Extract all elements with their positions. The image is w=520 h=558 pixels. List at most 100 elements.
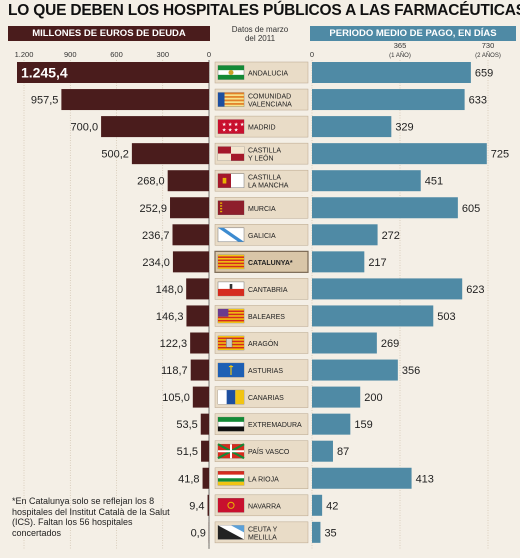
ceuta-melilla-flag: [217, 525, 245, 540]
la-rioja-flag: [217, 471, 245, 486]
cantabria-flag: [217, 281, 245, 297]
footnote: *En Catalunya solo se reflejan los 8 hos…: [12, 496, 170, 538]
debt-value-label: 118,7: [161, 365, 188, 377]
days-value-label: 633: [469, 95, 487, 107]
region-name: Y LEÓN: [248, 154, 274, 163]
chart-row: 236,7 GALICIA 272: [142, 224, 400, 246]
days-axis: 0 365 (1 AÑO) 730 (2 AÑOS): [310, 41, 501, 549]
chart-row: 146,3 BALEARES 503: [156, 305, 456, 327]
murcia-flag: [217, 200, 245, 215]
chart-row: 700,0 ★ ★ ★ ★★ ★ ★ MADRID 329: [71, 115, 414, 138]
debt-value-label: 105,0: [162, 392, 190, 404]
region-name: LA MANCHA: [248, 183, 289, 190]
days-bar: [312, 413, 351, 435]
days-value-label: 42: [326, 500, 338, 512]
castilla-mancha-flag: [217, 173, 245, 188]
debt-bar: [61, 89, 209, 111]
debt-bar: [202, 467, 209, 489]
debt-value-label: 236,7: [142, 230, 170, 242]
chart-title: LO QUE DEBEN LOS HOSPITALES PÚBLICOS A L…: [8, 2, 520, 19]
svg-text:★: ★: [228, 122, 233, 128]
chart-row: 1.245,4 ANDALUCIA 659: [17, 61, 493, 84]
days-value-label: 503: [437, 311, 455, 323]
region-name: CEUTA Y: [248, 526, 278, 533]
days-bar: [312, 521, 321, 543]
svg-text:★: ★: [234, 122, 239, 128]
debt-value-label: 500,2: [101, 149, 129, 161]
debt-value-label: 268,0: [137, 176, 165, 188]
chart-row: 105,0 CANARIAS 200: [162, 386, 383, 408]
debt-bar: [172, 224, 209, 246]
region-name: PAÍS VASCO: [248, 447, 290, 456]
region-name: CASTILLA: [248, 175, 281, 182]
days-tick-sublabel: (2 AÑOS): [475, 52, 501, 59]
pais-vasco-flag: [217, 443, 245, 460]
days-bar: [312, 332, 377, 354]
debt-bar: [190, 359, 209, 381]
castilla-leon-flag: [217, 146, 245, 161]
debt-tick-label: 600: [110, 50, 123, 59]
extremadura-flag: [217, 416, 245, 432]
days-bar: [312, 467, 412, 489]
debt-tick-label: 300: [156, 50, 169, 59]
days-tick-label: 365: [394, 41, 407, 50]
debt-value-label: 234,0: [142, 257, 170, 269]
days-value-label: 200: [364, 392, 382, 404]
chart-row: 122,3 ARAGÓN 269: [160, 332, 399, 354]
debt-value-label: 0,9: [191, 527, 206, 539]
svg-text:★: ★: [228, 128, 233, 134]
days-bar: [312, 89, 465, 111]
date-note-line1: Datos de marzo: [231, 25, 289, 34]
region-name: NAVARRA: [248, 503, 281, 510]
debt-bar: [167, 170, 209, 192]
debt-bar: [172, 251, 209, 273]
days-value-label: 605: [462, 203, 480, 215]
days-value-label: 269: [381, 338, 399, 350]
days-value-label: 659: [475, 68, 493, 80]
days-bar: [312, 62, 471, 83]
days-value-label: 356: [402, 365, 420, 377]
region-name: ASTURIAS: [248, 368, 283, 375]
region-name: MURCIA: [248, 206, 276, 213]
debt-bar: [192, 386, 209, 408]
chart-row: 41,8 LA RIOJA 413: [178, 467, 434, 489]
region-name: GALICIA: [248, 233, 276, 240]
region-name: MELILLA: [248, 534, 277, 541]
region-name: VALENCIANA: [248, 102, 292, 109]
chart-row: 53,5 EXTREMADURA 159: [176, 413, 373, 435]
days-bar: [312, 224, 378, 246]
days-bar: [312, 143, 487, 165]
region-name: EXTREMADURA: [248, 422, 302, 429]
region-name: CASTILLA: [248, 148, 281, 155]
debt-tick-label: 1.200: [15, 50, 34, 59]
region-name: BALEARES: [248, 314, 285, 321]
days-bar: [312, 197, 458, 219]
region-name: CATALUNYA*: [248, 260, 293, 267]
catalunya-flag: [217, 254, 245, 270]
galicia-flag: [217, 227, 245, 243]
debt-bar: [186, 278, 209, 300]
debt-value-label: 957,5: [31, 95, 59, 107]
navarra-flag: [217, 498, 245, 513]
days-bar: [312, 305, 434, 327]
days-value-label: 87: [337, 446, 349, 458]
debt-tick-label: 0: [207, 50, 211, 59]
debt-value-label: 122,3: [160, 338, 188, 350]
days-bar: [312, 170, 421, 192]
debt-value-label: 148,0: [156, 284, 184, 296]
region-name: ARAGÓN: [248, 339, 278, 348]
debt-value-label: 700,0: [71, 122, 99, 134]
debt-bar: [207, 494, 209, 516]
debt-bar: [131, 143, 209, 165]
debt-tick-label: 900: [64, 50, 77, 59]
canarias-flag: [217, 389, 245, 405]
andalucia-flag: [217, 65, 245, 80]
debt-value-label: 41,8: [178, 473, 199, 485]
days-panel-header: PERIODO MEDIO DE PAGO, EN DÍAS: [310, 26, 516, 41]
debt-bar: [17, 62, 209, 83]
valencia-flag: [217, 92, 245, 107]
region-name: ANDALUCIA: [248, 71, 288, 78]
days-tick-sublabel: (1 AÑO): [389, 52, 411, 59]
